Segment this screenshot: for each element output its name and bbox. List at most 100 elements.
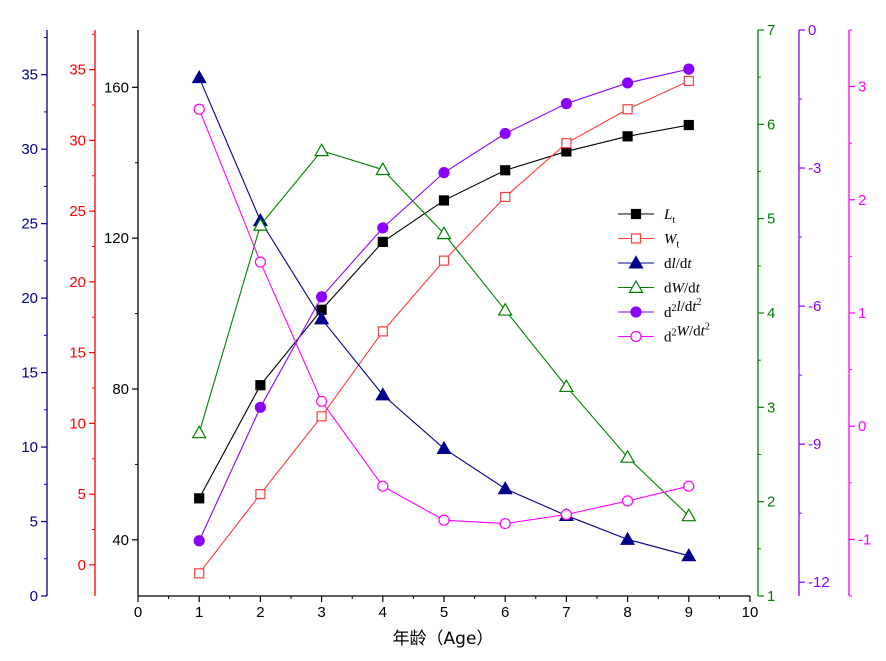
y-tick-label: 15 — [69, 345, 86, 362]
data-point — [499, 127, 511, 140]
legend-label: d2l/dt2 — [664, 297, 702, 321]
y-tick-label: 30 — [21, 141, 38, 158]
y-tick-label: 5 — [767, 211, 775, 228]
legend-label: dW/dt — [664, 281, 701, 297]
data-point — [191, 69, 207, 84]
x-tick-label: 5 — [440, 604, 448, 621]
x-tick-label: 7 — [562, 604, 570, 621]
data-point — [314, 143, 330, 157]
legend-item-d2W-dt2: d2W/dt2 — [618, 322, 710, 346]
data-point — [497, 302, 513, 316]
data-point — [375, 387, 391, 401]
data-point — [499, 517, 511, 530]
y-tick-label: 5 — [78, 486, 86, 503]
y-tick-label: 25 — [69, 203, 86, 220]
x-tick-label: 10 — [742, 604, 759, 621]
x-tick-label: 2 — [256, 604, 264, 621]
data-point — [377, 480, 389, 492]
y-tick-label: 6 — [767, 116, 775, 133]
y-tick-label: 7 — [767, 22, 775, 39]
y-tick-label: 3 — [767, 399, 775, 416]
data-point — [560, 508, 573, 521]
series-line — [198, 77, 689, 557]
data-point — [558, 378, 574, 393]
data-point — [252, 217, 268, 231]
y-tick-label: 10 — [69, 415, 86, 432]
y-tick-label: 20 — [69, 274, 86, 291]
y-tick-label: 10 — [21, 439, 38, 456]
legend-item-Lt: Lt — [618, 207, 675, 226]
legend-marker — [630, 233, 642, 244]
y-tick-label: 1 — [858, 305, 866, 322]
data-point — [254, 256, 266, 268]
series-dl-dt — [191, 69, 697, 562]
x-tick-label: 3 — [317, 604, 325, 621]
legend-item-Wt: Wt — [618, 232, 680, 251]
data-point — [255, 380, 266, 391]
data-point — [316, 411, 327, 422]
y-tick-label: -9 — [808, 436, 821, 453]
y-tick-label: 80 — [112, 381, 129, 398]
series-layer — [191, 63, 697, 579]
y-tick-label: -1 — [858, 531, 871, 548]
x-tick-label: 6 — [501, 604, 509, 621]
y-tick-label: 15 — [21, 365, 38, 382]
series-d2W-dt2 — [193, 103, 695, 530]
y-tick-label: 3 — [858, 79, 866, 96]
data-point — [622, 131, 633, 142]
y-tick-label: 25 — [21, 216, 38, 233]
legend-marker — [628, 255, 644, 269]
data-point — [560, 98, 573, 110]
x-tick-label: 1 — [195, 604, 203, 621]
y-tick-label: 1 — [767, 588, 775, 605]
y-axis-Wt: 0 5 10 15 20 25 30 35 — [69, 30, 96, 596]
y-tick-label: 30 — [69, 132, 86, 149]
legend-marker — [630, 208, 642, 220]
series-d2l-dt2 — [193, 63, 695, 547]
data-point — [683, 63, 695, 75]
series-Lt — [194, 119, 694, 504]
data-point — [683, 119, 694, 131]
data-point — [497, 481, 513, 495]
x-tick-label: 0 — [134, 604, 142, 621]
legend-label: Lt — [663, 207, 675, 226]
data-point — [316, 291, 328, 303]
data-point — [681, 508, 697, 522]
data-point — [436, 226, 452, 240]
data-point — [375, 161, 391, 176]
data-point — [377, 222, 389, 234]
data-point — [438, 167, 450, 179]
legend-label: dl/dt — [664, 256, 692, 272]
y-tick-label: 4 — [767, 305, 775, 322]
legend-marker — [628, 279, 644, 293]
data-point — [438, 514, 450, 526]
series-Wt — [194, 75, 694, 579]
y-tick-label: -12 — [808, 574, 830, 591]
y-tick-label: 2 — [767, 494, 775, 511]
data-point — [620, 531, 636, 545]
series-line — [198, 80, 690, 574]
legend-label: Wt — [664, 232, 680, 251]
data-point — [621, 495, 634, 507]
x-tick-label: 4 — [379, 604, 387, 621]
y-tick-label: 20 — [21, 290, 38, 307]
data-point — [314, 311, 330, 325]
series-dW-dt — [191, 143, 697, 522]
data-point — [683, 480, 695, 492]
legend-marker — [630, 306, 642, 318]
axes-layer: 0 1 2 3 4 5 6 7 8 9 104080120160051015202530350510… — [21, 22, 871, 621]
data-point — [255, 489, 266, 500]
data-point — [438, 255, 450, 266]
legend-marker — [630, 330, 642, 343]
y-tick-label: 5 — [30, 514, 38, 531]
y-axis-d2W-dt2: -1 0 1 2 3 — [848, 29, 871, 597]
y-tick-label: 0 — [78, 557, 86, 574]
y-tick-label: 160 — [104, 79, 129, 96]
y-tick-label: 0 — [30, 588, 38, 605]
data-point — [316, 395, 328, 407]
data-point — [681, 548, 697, 562]
data-point — [193, 103, 205, 115]
y-axis-d2l-dt2: -12 -9 -6 -3 0 — [798, 22, 830, 596]
